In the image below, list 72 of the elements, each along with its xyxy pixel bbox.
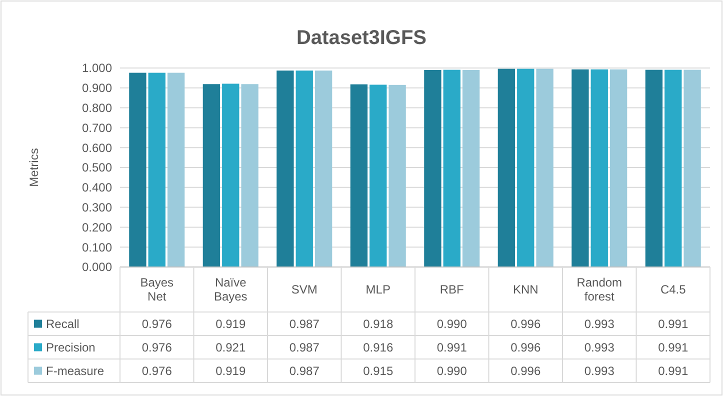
data-label: 0.990 <box>436 364 468 378</box>
bar <box>684 70 701 267</box>
bar <box>370 84 387 267</box>
data-label: 0.991 <box>658 340 688 354</box>
data-label: 0.991 <box>658 316 688 331</box>
bar <box>536 68 554 267</box>
bar <box>498 68 516 267</box>
data-label: 0.993 <box>584 340 615 354</box>
bar <box>572 69 589 267</box>
data-label: 0.976 <box>142 340 172 354</box>
x-tick-label: SVM <box>291 282 318 297</box>
x-tick-label: RBF <box>440 282 464 297</box>
data-label: 0.916 <box>363 340 394 354</box>
bar <box>610 69 628 267</box>
x-tick-label: Random forest <box>576 276 622 304</box>
data-label: 0.996 <box>510 364 541 378</box>
data-label: 0.993 <box>584 364 615 378</box>
y-tick-label: 0.400 <box>82 180 112 195</box>
data-label: 0.991 <box>658 364 688 378</box>
x-tick-label: Bayes Net <box>140 276 174 304</box>
data-label: 0.996 <box>510 316 541 331</box>
data-label: 0.987 <box>289 316 320 331</box>
data-label: 0.991 <box>436 340 468 354</box>
legend-label: F-measure <box>46 364 104 378</box>
bar <box>443 70 460 267</box>
data-label: 0.996 <box>510 340 541 354</box>
data-label: 0.976 <box>142 316 172 331</box>
y-tick-label: 0.300 <box>82 200 112 214</box>
bar <box>296 70 313 267</box>
y-tick-label: 0.900 <box>82 81 112 96</box>
y-tick-label: 0.100 <box>82 240 112 254</box>
bar <box>276 70 294 267</box>
data-label: 0.987 <box>289 340 320 354</box>
y-tick-label: 0.000 <box>82 260 112 274</box>
y-tick-label: 1.000 <box>82 61 112 76</box>
x-tick-label: KNN <box>512 282 538 297</box>
data-label: 0.921 <box>216 340 246 354</box>
legend-label: Recall <box>46 316 80 331</box>
bar <box>645 70 663 267</box>
bar <box>129 72 146 267</box>
legend-label: Precision <box>46 340 96 354</box>
bar <box>202 84 220 267</box>
x-tick-label: C4.5 <box>660 282 686 297</box>
y-tick-label: 0.200 <box>82 220 112 234</box>
x-tick-label: Naïve Bayes <box>214 276 248 304</box>
bar <box>167 72 185 267</box>
y-tick-label: 0.800 <box>82 101 112 115</box>
x-tick-label: MLP <box>366 282 390 297</box>
bar <box>222 84 240 267</box>
bar <box>314 70 332 267</box>
bar <box>148 72 166 267</box>
data-label: 0.918 <box>363 316 394 331</box>
y-tick-label: 0.500 <box>82 160 112 175</box>
data-label: 0.915 <box>363 364 394 378</box>
data-label: 0.976 <box>142 364 172 378</box>
y-tick-label: 0.600 <box>82 140 112 155</box>
bar <box>388 84 406 267</box>
y-tick-label: 0.700 <box>82 120 112 135</box>
data-label: 0.919 <box>216 316 246 331</box>
data-label: 0.993 <box>584 316 615 331</box>
data-label: 0.990 <box>436 316 468 331</box>
bar <box>350 84 368 267</box>
bar <box>424 70 442 267</box>
y-axis-title: Metrics <box>27 148 41 187</box>
data-label: 0.919 <box>216 364 246 378</box>
bar <box>664 70 682 267</box>
bar <box>517 68 534 267</box>
data-label: 0.987 <box>289 364 320 378</box>
bar <box>241 84 258 267</box>
bar <box>462 70 480 267</box>
chart-title: Dataset3IGFS <box>296 27 427 49</box>
bar <box>590 69 608 267</box>
